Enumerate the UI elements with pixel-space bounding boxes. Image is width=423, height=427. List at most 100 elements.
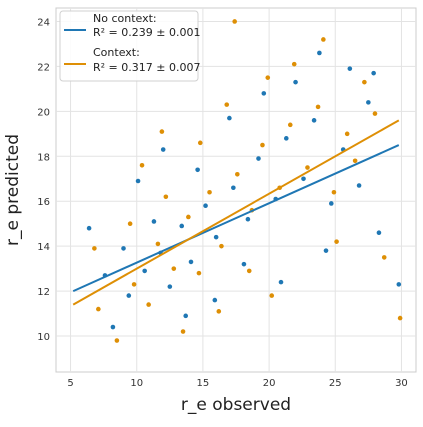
point-no-context — [293, 79, 298, 85]
x-axis-label: r_e observed — [181, 395, 291, 415]
point-no-context — [167, 284, 173, 289]
point-context — [219, 243, 224, 249]
point-no-context — [213, 234, 219, 240]
point-context — [321, 37, 326, 42]
point-no-context — [245, 216, 251, 222]
point-no-context — [311, 118, 317, 123]
point-no-context — [261, 91, 267, 96]
point-no-context — [227, 115, 232, 121]
legend-box — [59, 10, 199, 82]
fit-lines — [72, 119, 400, 306]
point-no-context — [323, 248, 329, 253]
y-tick-label: 10 — [37, 332, 50, 343]
x-tick-label: 30 — [395, 378, 408, 389]
fit-line-context — [72, 119, 400, 306]
point-context — [232, 19, 237, 24]
point-no-context — [396, 282, 402, 287]
point-context — [163, 194, 169, 200]
point-context — [305, 165, 310, 170]
legend: No context: R² = 0.239 ± 0.001 Context: … — [59, 10, 200, 82]
point-no-context — [126, 293, 132, 298]
point-context — [246, 268, 252, 274]
tick-labels: 5 10 15 20 25 30 10 12 14 16 18 20 22 24 — [37, 17, 408, 389]
point-context — [196, 270, 202, 276]
y-tick-label: 24 — [37, 17, 50, 28]
point-no-context — [376, 230, 382, 235]
point-context — [197, 140, 203, 146]
data-points — [86, 19, 403, 343]
x-tick-label: 20 — [263, 378, 276, 389]
point-no-context — [328, 201, 334, 206]
point-no-context — [366, 100, 371, 105]
point-no-context — [212, 297, 218, 303]
legend-r2-no-context: R² = 0.239 ± 0.001 — [93, 26, 200, 39]
point-context — [269, 293, 275, 298]
point-context — [397, 315, 403, 321]
point-context — [114, 338, 120, 343]
point-context — [287, 122, 293, 128]
point-context — [352, 158, 358, 164]
point-no-context — [86, 225, 92, 231]
point-no-context — [179, 223, 185, 229]
y-tick-label: 18 — [37, 152, 50, 163]
x-tick-label: 10 — [130, 378, 143, 389]
point-context — [180, 329, 186, 334]
point-context — [186, 214, 191, 220]
point-context — [344, 131, 350, 137]
point-context — [381, 255, 387, 260]
y-tick-label: 20 — [37, 107, 50, 118]
point-no-context — [356, 183, 362, 188]
y-axis-label: r_e predicted — [3, 134, 23, 246]
point-context — [146, 302, 151, 307]
point-context — [362, 79, 367, 85]
point-no-context — [135, 178, 141, 184]
point-no-context — [283, 136, 289, 141]
point-context — [315, 104, 321, 110]
point-context — [265, 75, 271, 80]
point-context — [207, 189, 212, 195]
point-context — [224, 102, 230, 107]
point-context — [155, 241, 161, 247]
legend-label-no-context: No context: — [93, 12, 157, 25]
y-tick-label: 14 — [37, 242, 50, 253]
point-context — [260, 142, 265, 148]
point-context — [127, 221, 133, 227]
point-no-context — [188, 259, 194, 265]
point-context — [96, 306, 101, 312]
point-no-context — [121, 246, 126, 251]
point-context — [334, 239, 339, 244]
point-no-context — [371, 70, 376, 76]
point-context — [131, 282, 137, 287]
fit-line-no-context — [72, 144, 400, 293]
x-tick-label: 25 — [329, 378, 342, 389]
point-no-context — [231, 185, 236, 191]
point-no-context — [183, 313, 189, 319]
point-context — [331, 189, 337, 195]
point-no-context — [256, 156, 261, 161]
point-no-context — [317, 50, 322, 56]
y-tick-label: 22 — [37, 62, 50, 73]
point-no-context — [160, 147, 166, 152]
legend-label-context: Context: — [93, 46, 140, 59]
point-context — [159, 129, 165, 134]
point-context — [92, 246, 97, 251]
point-context — [216, 309, 222, 314]
point-no-context — [301, 176, 306, 182]
y-tick-label: 16 — [37, 197, 50, 208]
point-context — [235, 171, 240, 177]
point-no-context — [151, 219, 157, 224]
x-tick-label: 5 — [67, 378, 73, 389]
point-no-context — [347, 66, 353, 71]
x-tick-label: 15 — [197, 378, 210, 389]
point-context — [171, 266, 177, 271]
point-no-context — [142, 268, 147, 274]
point-no-context — [110, 324, 116, 330]
y-tick-label: 12 — [37, 287, 50, 298]
point-context — [372, 111, 378, 116]
point-context — [291, 61, 297, 67]
point-no-context — [241, 261, 247, 267]
point-no-context — [278, 279, 284, 285]
point-no-context — [203, 203, 208, 209]
